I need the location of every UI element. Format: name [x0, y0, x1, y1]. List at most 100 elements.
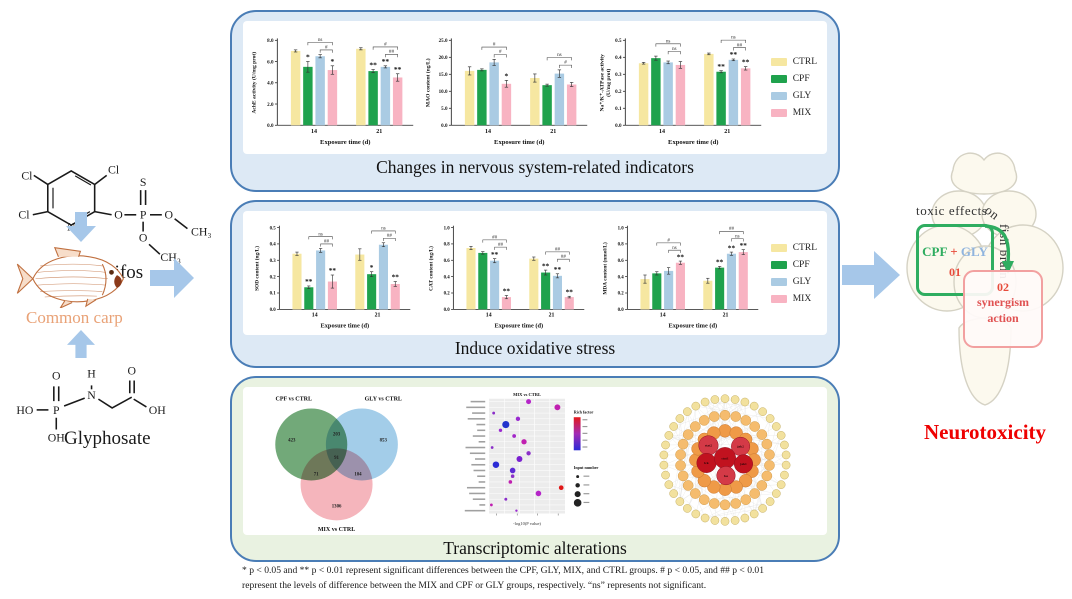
- x-category-label: 14: [312, 313, 318, 319]
- kegg-dotplot: MIX vs CTRL -log10(P value) Rich factor Inp…: [464, 392, 599, 526]
- synergism-label: synergism: [977, 295, 1029, 309]
- x-category-label: 21: [724, 129, 730, 135]
- y-tick-label: 0.5: [615, 38, 622, 44]
- significance-star: **: [392, 274, 400, 282]
- dotplot-point: [521, 439, 527, 445]
- atom-label: O: [114, 208, 123, 222]
- gene-node: [720, 517, 730, 526]
- legend-label: GLY: [792, 91, 812, 101]
- dotplot-point: [558, 485, 564, 491]
- toxic-effects-label: toxic effects: [916, 203, 988, 218]
- y-tick-label: 20.0: [439, 55, 448, 61]
- gene-node: [765, 414, 775, 423]
- bar-chart: 0.0 0.1 0.2 0.3 0.4 0.5 Na⁺/K⁺-ATPase activity…: [598, 35, 762, 146]
- dotplot-point: [515, 416, 521, 422]
- bar-chart: 0.0 2.0 4.0 6.0 8.0 AchE activity (U/mg prot)…: [251, 37, 414, 146]
- y-tick-label: 0.0: [444, 308, 451, 313]
- gene-node: [719, 409, 731, 421]
- gene-node: [720, 394, 730, 404]
- dotplot-title: MIX vs CTRL: [513, 392, 541, 397]
- gene-node: [690, 488, 701, 499]
- gene-node: [669, 489, 678, 498]
- bar-GLY: [552, 275, 562, 310]
- y-tick-label: 1.0: [617, 226, 624, 231]
- plus-sign: +: [950, 244, 958, 259]
- y-tick-label: 2.0: [267, 102, 274, 108]
- bracket-label: #: [493, 42, 496, 48]
- y-tick-label: 4.0: [267, 81, 274, 87]
- x-category-label: 21: [722, 313, 728, 319]
- bracket-label: ##: [737, 42, 743, 48]
- glyphosate-label: Glyphosate: [64, 428, 151, 449]
- y-tick-label: 1.0: [444, 226, 451, 231]
- y-tick-label: 0.0: [267, 123, 274, 129]
- atom-label: O: [127, 365, 136, 378]
- pathway-label: [464, 509, 486, 512]
- arrow-right-icon: [150, 258, 194, 298]
- significance-star: **: [729, 50, 737, 59]
- venn-count: 1306: [332, 505, 342, 510]
- hub-gene-node: [734, 454, 753, 474]
- legend-label: CTRL: [792, 242, 817, 253]
- gene-node: [780, 440, 789, 450]
- dotplot-point: [554, 404, 561, 411]
- hub-gene-label: stat1: [721, 456, 728, 460]
- gene-node: [659, 450, 669, 460]
- gene-node: [781, 460, 791, 470]
- pathway-label: [476, 423, 486, 426]
- y-tick-label: 0.1: [615, 106, 622, 112]
- significance-star: **: [554, 266, 562, 274]
- gene-node: [682, 429, 694, 440]
- bar-CTRL: [703, 53, 714, 126]
- dotplot-point: [508, 480, 513, 484]
- panel-title-transcriptomic: Transcriptomic alterations: [443, 538, 627, 558]
- gene-node: [758, 407, 767, 416]
- bar-chart: 0.0 5.0 10.0 15.0 20.0 25.0 MAO content (ng/L)…: [425, 38, 588, 146]
- atom-label: N: [87, 389, 96, 402]
- bar-MIX: [327, 281, 337, 310]
- gene-node: [761, 438, 773, 450]
- gene-node: [683, 407, 692, 416]
- x-category-label: 14: [311, 129, 317, 135]
- gene-node: [698, 415, 710, 426]
- legend-label: MIX: [792, 293, 812, 304]
- bar-CPF: [477, 69, 487, 126]
- x-axis-label: Exposure time (d): [668, 139, 718, 146]
- bar-GLY: [489, 260, 500, 310]
- bar-MIX: [564, 297, 574, 310]
- gene-node: [756, 429, 768, 440]
- atom-label: O: [164, 208, 173, 222]
- y-tick-label: 0.0: [617, 308, 624, 313]
- significance-star: **: [716, 259, 724, 267]
- dotplot-point: [492, 411, 496, 415]
- gene-node: [749, 488, 760, 499]
- gene-node: [740, 494, 752, 505]
- significance-star: *: [370, 264, 374, 272]
- hub-gene-label: fos: [724, 474, 729, 478]
- pathway-label: [469, 452, 486, 455]
- x-category-label: 14: [485, 129, 491, 135]
- dotplot-point: [515, 509, 518, 512]
- legend-entry: CPF: [770, 74, 817, 84]
- bar-CTRL: [703, 280, 713, 310]
- significance-star: **: [717, 62, 725, 71]
- bracket-label: ns: [672, 246, 677, 251]
- atom-label: OH: [48, 431, 65, 444]
- significance-star: **: [382, 57, 390, 66]
- venn-count: 91: [334, 456, 339, 461]
- y-tick-label: 6.0: [267, 59, 274, 65]
- gene-node: [691, 509, 701, 519]
- hub-gene-label: stat2: [705, 444, 712, 448]
- bar-CTRL: [290, 50, 301, 126]
- bracket-label: ns: [672, 46, 677, 52]
- gene-node: [664, 480, 674, 489]
- atom-label: S: [140, 175, 147, 189]
- venn-circle: [300, 448, 373, 521]
- step-02-label: 02: [997, 280, 1009, 294]
- bar-CPF: [304, 287, 314, 310]
- legend-entry: GLY: [770, 277, 817, 287]
- atom-label: O: [139, 230, 148, 244]
- pathway-label: [470, 400, 486, 403]
- significance-star: **: [503, 288, 511, 296]
